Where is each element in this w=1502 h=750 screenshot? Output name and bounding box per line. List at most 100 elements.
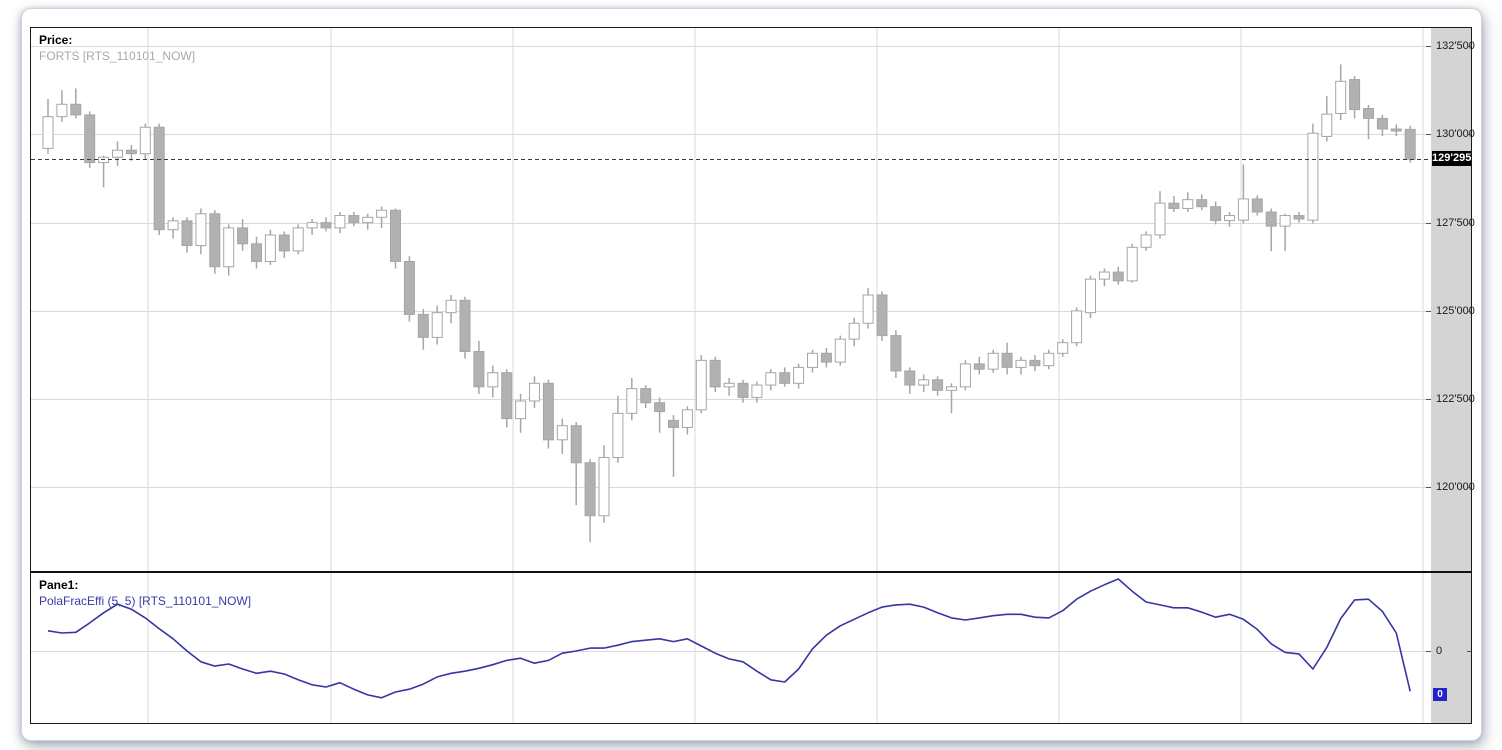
candle-up [681, 409, 693, 428]
candle-down [1029, 359, 1041, 367]
candle-down [1168, 202, 1180, 209]
candle-down [403, 260, 415, 315]
candle-up [862, 294, 874, 324]
axis-tick [1426, 399, 1431, 400]
candle-down [904, 370, 916, 386]
candle-up [431, 312, 443, 338]
candle-up [959, 363, 971, 388]
candle-up [1237, 198, 1249, 221]
candle-down [1390, 128, 1402, 132]
candle-up [223, 227, 235, 268]
axis-label: 120'000 [1436, 481, 1475, 493]
candle-up [42, 116, 54, 149]
candle-up [1321, 113, 1333, 137]
candle-down [209, 213, 221, 268]
price-axis[interactable]: 129'295 0 132'500 130'000 127'500 125'000 12… [1426, 28, 1475, 723]
candle-down [1210, 206, 1222, 221]
candle-down [668, 419, 679, 428]
candle-down [973, 363, 985, 370]
axis-label: 132'500 [1436, 40, 1475, 52]
candle-up [1182, 199, 1194, 209]
candle-down [320, 222, 332, 229]
candle-up [556, 425, 568, 441]
candle-up [598, 456, 610, 517]
candle-down [1112, 271, 1124, 282]
candle-up [515, 400, 527, 420]
axis-tick [1426, 651, 1431, 652]
axis-label: 122'500 [1436, 393, 1475, 405]
candle-down [417, 313, 429, 338]
candle-down [737, 382, 749, 398]
candle-down [237, 227, 249, 245]
candle-up [306, 222, 318, 229]
candle-down [1251, 198, 1263, 213]
candlestick-chart[interactable] [31, 28, 1431, 571]
candle-up [487, 372, 499, 388]
last-price-marker: 129'295 [1432, 151, 1472, 166]
axis-tick [1426, 46, 1431, 47]
candle-up [376, 209, 388, 218]
candle-down [84, 114, 96, 164]
candle-up [1057, 342, 1069, 354]
candle-up [612, 412, 624, 458]
candle-up [445, 299, 457, 314]
chart-frame: Price: FORTS [RTS_110101_NOW] Pane1: Pol… [30, 27, 1475, 724]
candle-up [751, 384, 763, 398]
indicator-pane[interactable]: Pane1: PolaFracEffi (5, 5) [RTS_110101_N… [31, 573, 1431, 723]
candle-up [195, 213, 207, 247]
pane-divider[interactable] [31, 571, 1471, 573]
candle-down [640, 388, 652, 404]
candle-down [1363, 108, 1374, 119]
candle-down [709, 359, 721, 388]
candle-down [779, 372, 791, 384]
candle-down [125, 149, 137, 155]
candle-down [501, 372, 513, 420]
candle-up [695, 359, 707, 411]
candle-down [820, 352, 832, 363]
axis-tick [1426, 311, 1431, 312]
candle-down [1001, 352, 1013, 368]
axis-label: 125'000 [1436, 305, 1475, 317]
candle-down [876, 294, 888, 337]
chart-window: Price: FORTS [RTS_110101_NOW] Pane1: Pol… [21, 8, 1482, 741]
candle-down [459, 299, 471, 353]
candle-down [584, 462, 596, 517]
axis-tick [1467, 46, 1471, 47]
candle-up [529, 382, 540, 402]
candle-down [1293, 215, 1305, 220]
candle-up [167, 220, 179, 231]
candle-down [654, 402, 666, 413]
candle-up [723, 382, 735, 388]
axis-tick [1467, 311, 1471, 312]
candle-down [1196, 199, 1208, 208]
candle-down [473, 351, 485, 388]
candle-down [1265, 211, 1277, 227]
axis-tick [1467, 651, 1471, 652]
axis-label: 127'500 [1436, 217, 1475, 229]
candle-up [1126, 246, 1138, 282]
candle-up [987, 352, 999, 370]
axis-label: 0 [1436, 645, 1443, 657]
indicator-chart[interactable] [31, 573, 1431, 723]
candle-up [1043, 352, 1055, 367]
candle-up [1307, 132, 1319, 221]
candle-down [890, 335, 902, 372]
candle-up [1279, 215, 1291, 227]
candle-up [1224, 215, 1235, 221]
candle-up [807, 352, 818, 368]
candle-up [946, 386, 957, 391]
candle-up [264, 234, 276, 262]
candle-up [834, 338, 846, 363]
axis-tick [1467, 399, 1471, 400]
candle-down [251, 243, 262, 262]
candle-up [362, 216, 374, 224]
axis-tick [1467, 223, 1471, 224]
indicator-line [47, 578, 1411, 699]
candle-up [1335, 80, 1347, 114]
candle-down [570, 425, 582, 464]
price-pane[interactable]: Price: FORTS [RTS_110101_NOW] [31, 28, 1431, 571]
candle-up [56, 103, 68, 118]
axis-tick [1426, 223, 1431, 224]
candle-up [918, 379, 930, 386]
candle-down [1349, 79, 1361, 111]
